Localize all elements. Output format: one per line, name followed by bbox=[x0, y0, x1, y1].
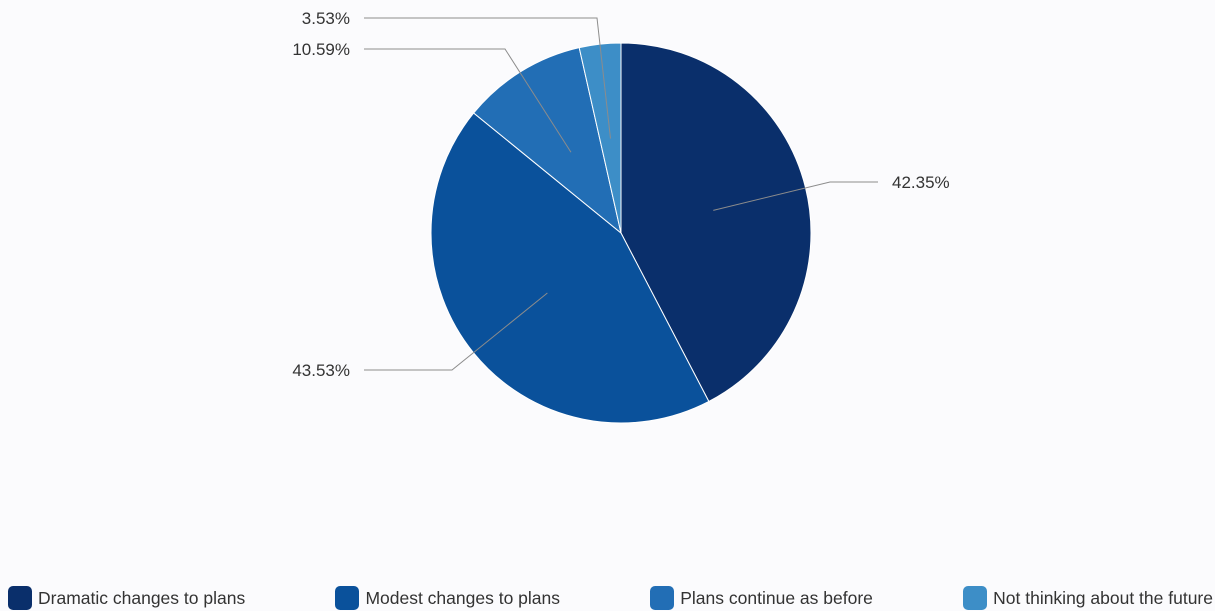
legend-item-dramatic-changes[interactable]: Dramatic changes to plans bbox=[8, 586, 245, 610]
legend-item-plans-continue[interactable]: Plans continue as before bbox=[650, 586, 873, 610]
leader-line-plans-continue-as-before bbox=[364, 48, 572, 153]
legend-label: Dramatic changes to plans bbox=[38, 587, 246, 608]
legend-swatch bbox=[963, 586, 988, 610]
legend-item-modest-changes[interactable]: Modest changes to plans bbox=[335, 586, 560, 610]
legend-swatch bbox=[650, 586, 675, 610]
leader-line-not-thinking-about-the-future bbox=[364, 17, 611, 139]
leader-lines bbox=[364, 17, 878, 371]
leader-line-modest-changes-to-plans bbox=[364, 292, 548, 371]
data-label-dramatic-changes-to-plans: 42.35% bbox=[892, 173, 950, 192]
pie-chart-canvas: 42.35% 43.53% 10.59% 3.53% bbox=[292, 9, 950, 424]
legend-label: Plans continue as before bbox=[680, 587, 873, 608]
data-label-modest-changes-to-plans: 43.53% bbox=[292, 361, 350, 380]
legend-label: Modest changes to plans bbox=[365, 587, 561, 608]
legend-swatch bbox=[335, 586, 360, 610]
legend-item-not-thinking[interactable]: Not thinking about the future bbox=[963, 586, 1213, 610]
leader-line-dramatic-changes-to-plans bbox=[713, 181, 878, 211]
data-label-plans-continue-as-before: 10.59% bbox=[292, 40, 350, 59]
pie-slice-plans-continue-as-before[interactable] bbox=[472, 47, 622, 235]
pie-slices bbox=[430, 42, 812, 424]
data-labels: 42.35% 43.53% 10.59% 3.53% bbox=[292, 9, 949, 380]
data-label-not-thinking-about-the-future: 3.53% bbox=[302, 9, 350, 28]
legend-label: Not thinking about the future bbox=[993, 587, 1213, 608]
legend-swatch bbox=[8, 586, 32, 610]
legend: Dramatic changes to plans Modest changes… bbox=[8, 585, 1213, 611]
